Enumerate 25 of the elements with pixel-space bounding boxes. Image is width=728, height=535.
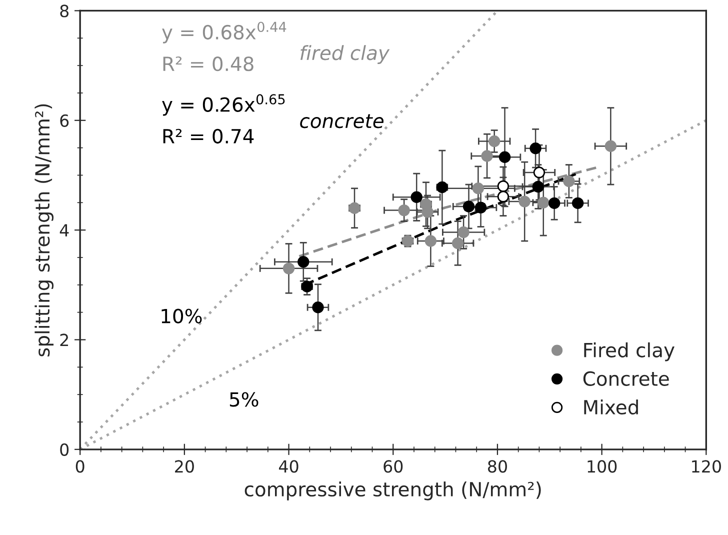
y-tick-label: 2	[60, 334, 68, 346]
annotation: y = 0.68x$^{0.44}$	[162, 22, 286, 44]
annotation: 5%	[230, 392, 258, 407]
y-tick-label: 8	[60, 4, 69, 18]
legend-label: Mixed	[584, 399, 638, 415]
legend-label: Concrete	[583, 371, 669, 386]
legend-label: Fired clay	[584, 342, 674, 362]
x-tick-label: 120	[692, 460, 721, 473]
x-axis-title: compressive strength (N/mm²)	[244, 482, 541, 500]
y-axis-title: splitting strength (N/mm²)	[34, 104, 54, 356]
x-tick-label: 0	[76, 460, 84, 473]
x-tick-label: 60	[384, 460, 403, 473]
annotation: fired clay	[300, 45, 390, 64]
annotation: concrete	[300, 114, 384, 128]
annotation: R² = 0.74	[163, 128, 254, 144]
x-tick-label: 20	[175, 460, 194, 473]
annotation: R² = 0.48	[163, 56, 254, 72]
annotation: y = 0.26x$^{0.65}$	[162, 94, 285, 116]
x-tick-label: 80	[488, 460, 507, 473]
y-tick-label: 0	[60, 443, 69, 456]
x-tick-label: 100	[588, 460, 617, 473]
y-tick-label: 6	[60, 114, 69, 127]
y-tick-label: 4	[60, 224, 69, 236]
annotation: 10%	[162, 308, 202, 324]
x-tick-label: 40	[278, 460, 298, 473]
